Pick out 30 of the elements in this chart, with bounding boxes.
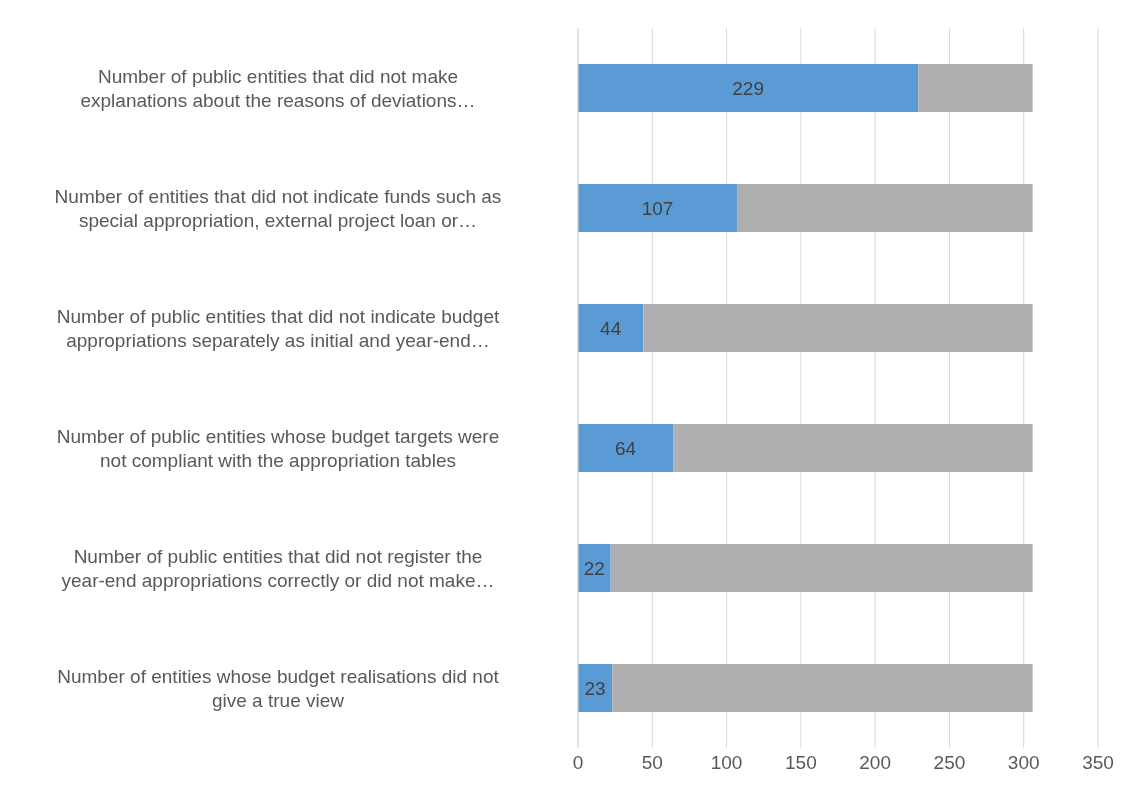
x-tick-label: 350 (1082, 752, 1114, 774)
x-tick-label: 200 (859, 752, 891, 774)
data-label: 107 (641, 197, 674, 219)
y-tick-label: Number of entities that did not indicate funds such as special appropriation, external project loan or… (54, 185, 502, 231)
data-label: 23 (584, 677, 606, 699)
data-label: 229 (732, 77, 764, 99)
y-tick-label: Number of public entities whose budget targets were not compliant with the appropriation tables (56, 425, 500, 471)
x-tick-label: 50 (641, 752, 663, 774)
bar (578, 304, 644, 352)
bar (610, 544, 1033, 592)
bar (736, 184, 1033, 232)
y-tick-label: Number of public entities that did not register the year-end appropriations correctly or did not make… (61, 545, 495, 591)
x-tick-label: 100 (710, 752, 743, 774)
data-label: 44 (600, 317, 622, 339)
bar (918, 64, 1033, 112)
x-tick-label: 150 (785, 752, 817, 774)
bar (673, 424, 1033, 472)
bar (578, 184, 737, 232)
bar (612, 664, 1033, 712)
y-tick-label: Number of public entities that did not make explanations about the reasons of deviations… (80, 65, 476, 111)
bar (643, 304, 1033, 352)
y-tick-label: Number of public entities that did not indicate budget appropriations separately as initial and year-end… (56, 305, 500, 351)
bar (578, 424, 674, 472)
x-tick-label: 250 (933, 752, 966, 774)
data-label: 22 (583, 557, 605, 579)
bar (578, 64, 919, 112)
x-tick-label: 0 (572, 752, 584, 774)
data-label: 64 (614, 437, 637, 459)
y-tick-label: Number of entities whose budget realisations did not give a true view (57, 665, 500, 711)
x-tick-label: 300 (1007, 752, 1040, 774)
